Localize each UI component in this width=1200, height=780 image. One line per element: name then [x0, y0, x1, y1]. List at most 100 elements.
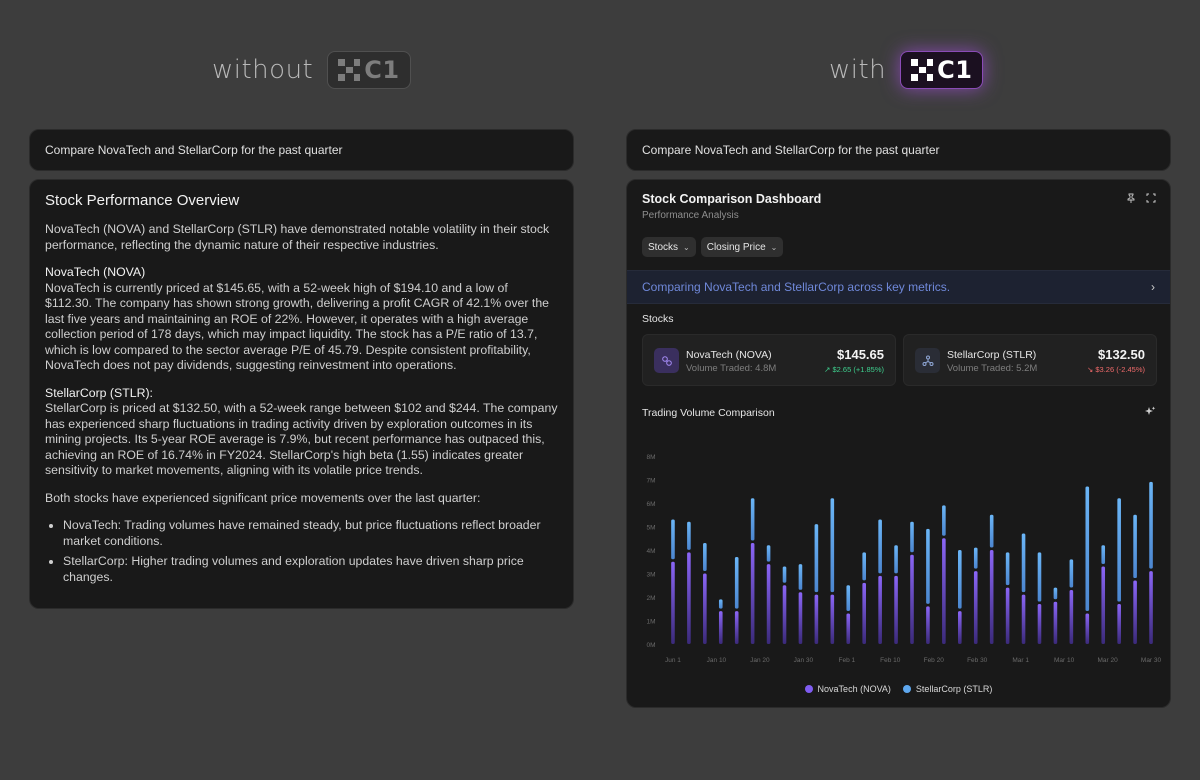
- bar-stlr[interactable]: [687, 521, 691, 550]
- bar-nova[interactable]: [973, 571, 978, 644]
- y-tick-label: 5M: [646, 525, 655, 532]
- c1-logo-glow: C1: [900, 51, 984, 89]
- bar-nova[interactable]: [718, 611, 723, 644]
- bar-stlr[interactable]: [910, 521, 914, 553]
- stock-card-nova[interactable]: NovaTech (NOVA) Volume Traded: 4.8M $145…: [642, 334, 896, 386]
- bar-nova[interactable]: [862, 582, 866, 644]
- bar-stlr[interactable]: [814, 524, 819, 593]
- bar-nova[interactable]: [958, 611, 962, 644]
- bar-nova[interactable]: [782, 585, 787, 644]
- bar-nova[interactable]: [942, 538, 946, 644]
- stlr-heading: StellarCorp (STLR):: [45, 385, 153, 400]
- bar-nova[interactable]: [1005, 587, 1010, 644]
- y-tick-label: 0M: [646, 642, 655, 649]
- bar-nova[interactable]: [1117, 604, 1121, 644]
- y-tick-label: 2M: [646, 595, 655, 602]
- bar-nova[interactable]: [1133, 580, 1137, 644]
- bar-nova[interactable]: [687, 552, 691, 644]
- bar-stlr[interactable]: [830, 498, 835, 593]
- filter-label: Closing Price: [706, 241, 766, 253]
- bar-stlr[interactable]: [989, 514, 994, 548]
- bar-stlr[interactable]: [798, 564, 803, 590]
- expand-icon[interactable]: [1146, 193, 1156, 206]
- stock-price: $145.65: [837, 347, 884, 362]
- bar-nova[interactable]: [671, 561, 675, 644]
- bar-nova[interactable]: [750, 542, 755, 644]
- sparkle-icon[interactable]: [1145, 406, 1156, 420]
- bar-stlr[interactable]: [846, 585, 851, 611]
- bar-nova[interactable]: [894, 575, 898, 644]
- legend-label: StellarCorp (STLR): [915, 684, 993, 694]
- bar-nova[interactable]: [1069, 589, 1074, 644]
- bar-nova[interactable]: [1149, 571, 1153, 644]
- right-header-text: with: [829, 55, 887, 85]
- bar-stlr[interactable]: [1117, 498, 1121, 602]
- bar-stlr[interactable]: [973, 547, 978, 569]
- bar-stlr[interactable]: [1133, 514, 1137, 579]
- bar-nova[interactable]: [1101, 566, 1106, 644]
- bar-nova[interactable]: [830, 594, 835, 644]
- bar-stlr[interactable]: [766, 545, 771, 562]
- insight-banner[interactable]: Comparing NovaTech and StellarCorp acros…: [627, 270, 1170, 304]
- filter-closing-price[interactable]: Closing Price ⌄: [700, 237, 784, 257]
- bar-nova[interactable]: [846, 613, 851, 644]
- bar-stlr[interactable]: [862, 552, 866, 581]
- bar-stlr[interactable]: [734, 557, 739, 609]
- bar-stlr[interactable]: [942, 505, 946, 536]
- bar-nova[interactable]: [734, 611, 739, 644]
- bar-stlr[interactable]: [782, 566, 787, 583]
- dashboard-panel: Stock Comparison Dashboard Performance A…: [626, 179, 1171, 708]
- x-tick-label: Feb 10: [880, 657, 901, 664]
- filter-stocks[interactable]: Stocks ⌄: [642, 237, 696, 257]
- legend-item-nova[interactable]: NovaTech (NOVA): [804, 684, 891, 694]
- bar-nova[interactable]: [926, 606, 930, 644]
- pin-icon[interactable]: [1126, 193, 1136, 206]
- bar-stlr[interactable]: [958, 550, 962, 609]
- chevron-down-icon: ⌄: [770, 242, 778, 252]
- legend-label: NovaTech (NOVA): [817, 684, 891, 694]
- bar-nova[interactable]: [1053, 601, 1058, 644]
- bar-stlr[interactable]: [1021, 533, 1026, 593]
- y-tick-label: 7M: [646, 478, 655, 485]
- bar-stlr[interactable]: [926, 528, 930, 604]
- x-tick-label: Jan 20: [750, 657, 770, 664]
- stock-card-stlr[interactable]: StellarCorp (STLR) Volume Traded: 5.2M $…: [903, 334, 1157, 386]
- bar-nova[interactable]: [766, 564, 771, 644]
- nova-heading: NovaTech (NOVA): [45, 265, 146, 279]
- trend-up-icon: ↗: [824, 365, 831, 374]
- bar-stlr[interactable]: [671, 519, 675, 560]
- bar-nova[interactable]: [798, 592, 803, 644]
- bar-nova[interactable]: [703, 573, 707, 645]
- legend-item-stlr[interactable]: StellarCorp (STLR): [902, 684, 993, 694]
- bar-stlr[interactable]: [1101, 545, 1106, 564]
- bar-stlr[interactable]: [1037, 552, 1042, 602]
- bar-stlr[interactable]: [718, 599, 723, 609]
- y-tick-label: 4M: [646, 548, 655, 555]
- c1-logo-dim: C1: [327, 51, 411, 89]
- bar-stlr[interactable]: [1005, 552, 1010, 586]
- bar-nova[interactable]: [910, 554, 914, 644]
- bar-nova[interactable]: [1037, 604, 1042, 644]
- bar-nova[interactable]: [878, 575, 882, 644]
- bar-stlr[interactable]: [750, 498, 755, 541]
- bar-stlr[interactable]: [1085, 486, 1090, 611]
- bar-nova[interactable]: [989, 550, 994, 644]
- bar-nova[interactable]: [814, 594, 819, 644]
- bar-nova[interactable]: [1085, 613, 1090, 644]
- bar-stlr[interactable]: [1149, 481, 1153, 569]
- bar-stlr[interactable]: [1053, 587, 1058, 600]
- legend-swatch: [804, 685, 813, 693]
- bar-stlr[interactable]: [894, 545, 898, 574]
- right-query-bar[interactable]: Compare NovaTech and StellarCorp for the…: [626, 129, 1171, 171]
- bar-stlr[interactable]: [703, 542, 707, 571]
- left-response-panel: Stock Performance Overview NovaTech (NOV…: [29, 179, 574, 609]
- trend-down-icon: ↘: [1086, 365, 1094, 374]
- nova-body: NovaTech is currently priced at $145.65,…: [45, 280, 549, 373]
- bar-stlr[interactable]: [878, 519, 882, 574]
- bar-stlr[interactable]: [1069, 559, 1074, 588]
- intro-paragraph: NovaTech (NOVA) and StellarCorp (STLR) h…: [45, 222, 550, 252]
- x-tick-label: Mar 20: [1097, 657, 1118, 664]
- query-text: Compare NovaTech and StellarCorp for the…: [45, 143, 343, 157]
- bar-nova[interactable]: [1021, 594, 1026, 644]
- left-query-bar[interactable]: Compare NovaTech and StellarCorp for the…: [29, 129, 574, 171]
